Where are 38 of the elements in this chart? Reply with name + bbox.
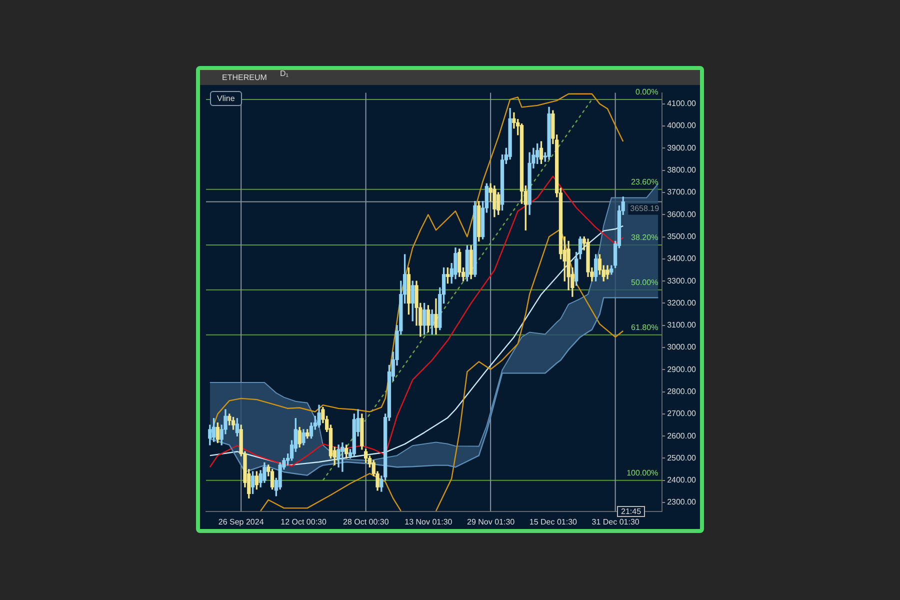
y-tick-label: 2600.00 [667,431,697,440]
annotation: 61.80% [631,323,658,332]
y-tick-label: 4100.00 [667,99,697,108]
y-tick-label: 2900.00 [667,364,697,374]
ref-line-label: 3658.19 [630,204,660,213]
y-tick-label: 2800.00 [667,387,697,396]
y-tick-label: 2400.00 [667,476,697,485]
x-tick-label: 28 Oct 00:30 [343,517,390,526]
x-tick-label: 29 Nov 01:30 [467,517,516,526]
x-tick-label: 31 Dec 01:30 [592,517,640,526]
annotation: 23.60% [631,178,658,187]
y-tick-label: 3100.00 [667,320,697,330]
y-tick-label: 3300.00 [667,276,697,286]
x-tick-label: 26 Sep 2024 [218,517,264,526]
y-tick-label: 2500.00 [667,453,697,462]
annotation: 21:45 [617,506,646,517]
annotation: 0.00% [635,88,658,97]
y-tick-label: 4000.00 [667,121,697,130]
y-tick-label: 3600.00 [667,210,697,219]
annotation: 38.20% [631,233,658,242]
y-tick-label: 3700.00 [667,188,697,197]
x-tick-label: 13 Nov 01:30 [404,517,453,526]
x-tick-label: 12 Oct 00:30 [280,517,327,526]
y-tick-label: 2700.00 [667,409,697,418]
y-tick-label: 2300.00 [667,498,697,507]
y-tick-label: 3500.00 [667,232,697,241]
chart-title: ETHEREUM [222,72,267,84]
y-tick-label: 3800.00 [667,166,697,175]
y-tick-label: 3000.00 [667,342,697,352]
y-tick-label: 3400.00 [667,254,697,264]
annotation: 100.00% [626,468,658,478]
text: D₁ [280,69,288,78]
y-tick-label: 3900.00 [667,143,697,152]
x-tick-label: 15 Dec 01:30 [529,517,578,526]
candlestick [340,442,344,472]
y-tick-label: 3200.00 [667,298,697,308]
annotation: 50.00% [631,278,658,288]
annotation: Vline [210,91,242,106]
